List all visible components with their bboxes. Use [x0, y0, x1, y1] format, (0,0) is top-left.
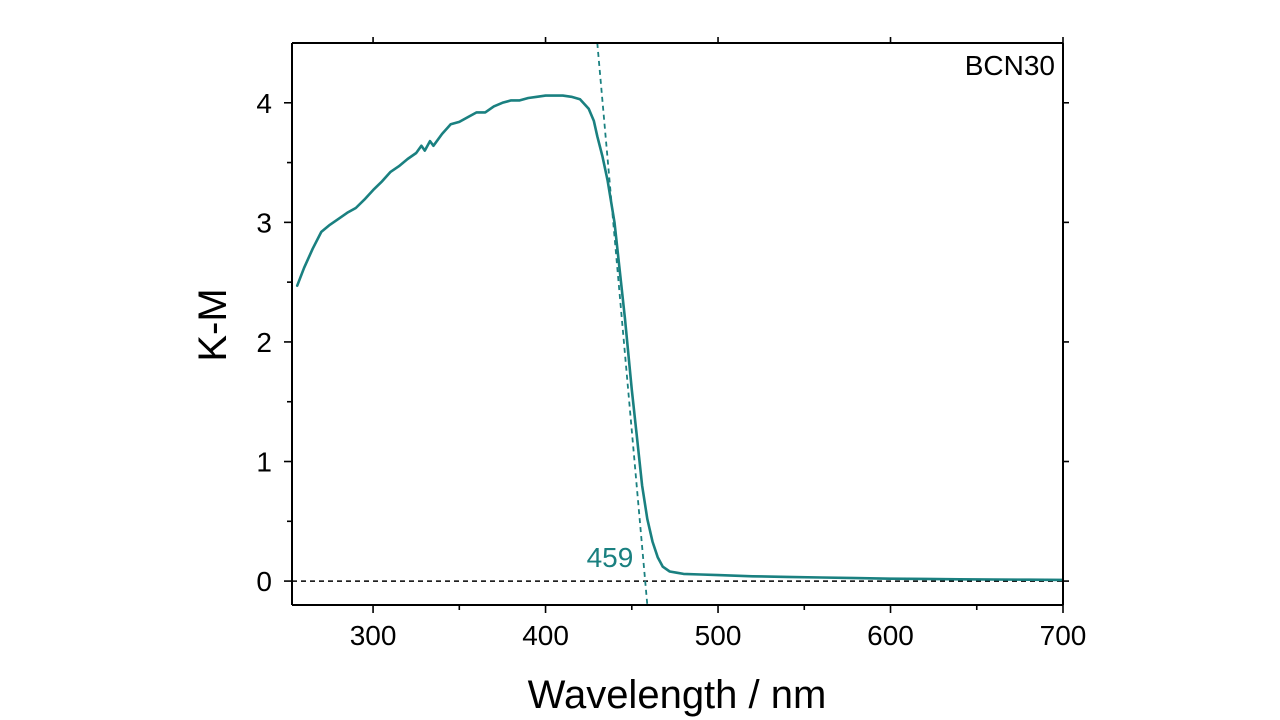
- x-tick-label-500: 500: [695, 620, 742, 651]
- plot-clipped: [292, 43, 1063, 605]
- plot-content: [292, 43, 1063, 605]
- y-tick-label-2: 2: [256, 327, 272, 358]
- y-tick-label-0: 0: [256, 566, 272, 597]
- x-tick-label-300: 300: [350, 620, 397, 651]
- absorption-edge-label: 459: [587, 542, 634, 573]
- x-ticks: 300 400 500 600 700: [350, 37, 1087, 651]
- sample-label: BCN30: [965, 50, 1055, 81]
- y-ticks: 0 1 2 3 4: [256, 88, 1069, 597]
- axes: [291, 42, 1064, 606]
- x-axis-title: Wavelength / nm: [528, 673, 827, 717]
- y-tick-label-1: 1: [256, 447, 272, 478]
- y-tick-label-3: 3: [256, 207, 272, 238]
- tangent-line: [596, 43, 649, 605]
- y-tick-label-4: 4: [256, 88, 272, 119]
- x-tick-label-600: 600: [867, 620, 914, 651]
- x-tick-label-700: 700: [1040, 620, 1087, 651]
- y-axis-title: K-M: [191, 288, 235, 361]
- km-series-line-0: [295, 94, 1063, 582]
- x-tick-label-400: 400: [522, 620, 569, 651]
